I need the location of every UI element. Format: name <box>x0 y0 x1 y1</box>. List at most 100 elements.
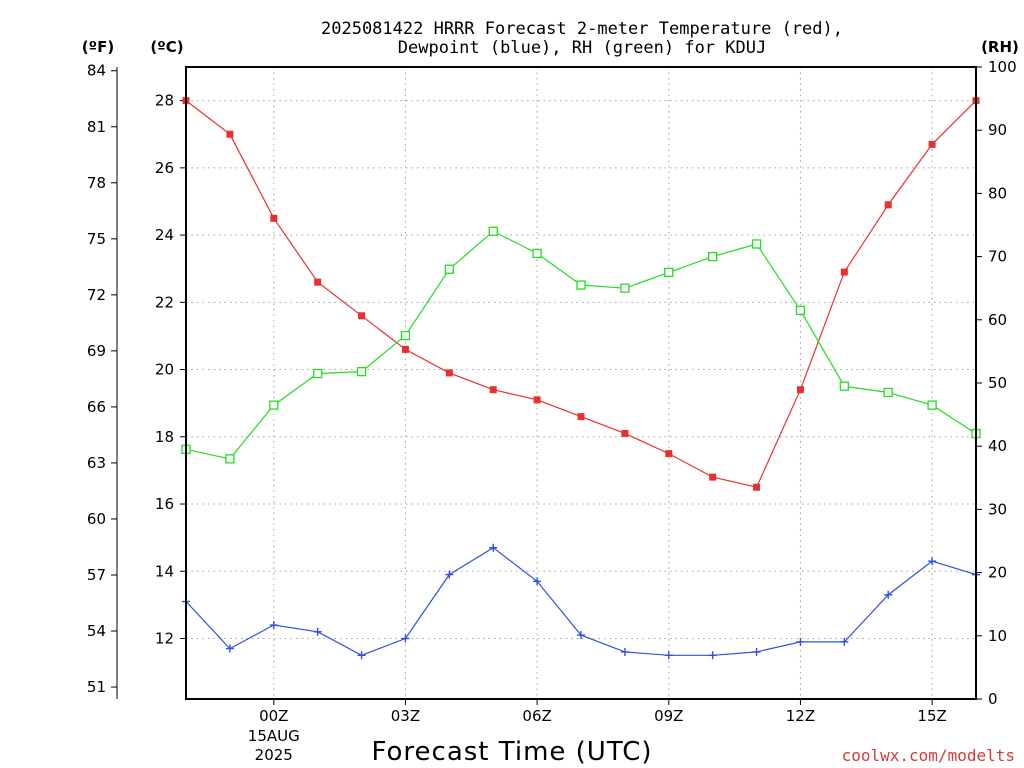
x-tick-label: 00Z <box>259 707 288 725</box>
data-point <box>400 330 411 341</box>
fahrenheit-tick-label: 60 <box>87 510 106 528</box>
celsius-tick-label: 20 <box>155 361 174 379</box>
x-tick-label: 15Z <box>917 707 946 725</box>
fahrenheit-tick-label: 81 <box>87 118 106 136</box>
celsius-tick-label: 28 <box>155 92 174 110</box>
data-point <box>883 387 893 398</box>
fahrenheit-tick-label: 75 <box>87 230 106 248</box>
data-point <box>489 386 497 394</box>
data-point <box>225 454 235 464</box>
celsius-tick-label: 12 <box>155 629 174 647</box>
x-tick-label: 06Z <box>522 707 551 725</box>
data-point <box>884 201 892 209</box>
data-point <box>753 483 761 491</box>
chart-title-line-2: Dewpoint (blue), RH (green) for KDUJ <box>398 38 766 58</box>
grid-lines <box>186 67 976 699</box>
data-point <box>226 130 234 138</box>
data-point <box>708 251 718 262</box>
x-tick-label: 03Z <box>391 707 420 725</box>
data-point <box>577 413 585 421</box>
data-point <box>576 280 586 290</box>
data-point <box>620 647 629 656</box>
data-point <box>314 278 322 286</box>
celsius-tick-label: 24 <box>155 226 174 244</box>
celsius-tick-label: 18 <box>155 428 174 446</box>
fahrenheit-tick-label: 72 <box>87 286 106 304</box>
fahrenheit-tick-label: 51 <box>87 678 106 696</box>
rh-tick-label: 70 <box>988 248 1007 266</box>
data-point <box>313 368 323 379</box>
data-point <box>796 386 804 394</box>
data-point <box>445 369 453 377</box>
fahrenheit-tick-label: 57 <box>87 566 106 584</box>
series-dewpoint <box>182 543 980 660</box>
fahrenheit-tick-label: 66 <box>87 398 106 416</box>
data-point <box>313 627 322 636</box>
x-axis-label: Forecast Time (UTC) <box>371 737 652 767</box>
x-tick-date-label: 2025 <box>255 746 293 764</box>
data-point <box>840 268 848 276</box>
data-point <box>269 621 278 630</box>
rh-tick-label: 30 <box>988 500 1007 518</box>
fahrenheit-unit-label: (ºF) <box>82 38 114 56</box>
x-tick-date-label: 15AUG <box>248 727 300 745</box>
data-point <box>533 396 541 404</box>
data-point <box>401 634 410 643</box>
axes: 51 54 57 60 63 66 69 72 75 78 81 84 12 14 16 18 20 22 24 26… <box>87 58 1017 764</box>
data-point <box>489 543 498 552</box>
celsius-tick-label: 26 <box>155 159 174 177</box>
data-point <box>751 239 762 249</box>
celsius-tick-label: 16 <box>155 495 174 513</box>
rh-tick-label: 50 <box>988 374 1007 392</box>
plot-frame <box>185 66 977 700</box>
data-point <box>664 267 674 278</box>
data-point <box>709 473 717 481</box>
rh-tick-label: 0 <box>988 690 998 708</box>
data-point <box>488 226 498 236</box>
rh-tick-label: 80 <box>988 184 1007 202</box>
rh-tick-label: 10 <box>988 627 1007 645</box>
rh-tick-label: 60 <box>988 311 1007 329</box>
data-point <box>269 400 279 410</box>
fahrenheit-tick-label: 84 <box>87 62 106 80</box>
data-point <box>225 644 234 653</box>
rh-tick-label: 20 <box>988 564 1007 582</box>
x-tick-label: 09Z <box>654 707 683 725</box>
data-point <box>928 140 936 148</box>
rh-tick-label: 40 <box>988 437 1007 455</box>
x-tick-label: 12Z <box>786 707 815 725</box>
data-point <box>796 637 805 646</box>
series-relative-humidity <box>181 226 981 464</box>
data-point <box>357 651 366 660</box>
credit-text: coolwx.com/modelts <box>842 746 1015 765</box>
celsius-unit-label: (ºC) <box>150 38 183 56</box>
celsius-tick-label: 22 <box>155 293 174 311</box>
data-point <box>621 429 629 437</box>
chart-title-line-1: 2025081422 HRRR Forecast 2-meter Tempera… <box>321 19 843 39</box>
data-point <box>665 450 673 458</box>
data-point <box>401 345 409 353</box>
data-series <box>181 97 981 660</box>
data-point <box>444 264 454 274</box>
data-point <box>270 214 278 222</box>
data-point <box>533 577 542 586</box>
fahrenheit-tick-label: 69 <box>87 342 106 360</box>
fahrenheit-tick-label: 78 <box>87 174 106 192</box>
data-point <box>445 570 454 579</box>
data-point <box>620 283 630 293</box>
data-point <box>664 651 673 660</box>
series-line <box>185 100 977 488</box>
fahrenheit-tick-label: 54 <box>87 622 106 640</box>
data-point <box>840 637 849 646</box>
data-point <box>927 400 937 410</box>
series-temperature <box>182 97 980 491</box>
rh-tick-label: 90 <box>988 121 1007 139</box>
series-line <box>185 546 977 656</box>
data-point <box>577 631 585 640</box>
data-point <box>884 590 893 599</box>
data-point <box>358 312 366 320</box>
rh-tick-label: 100 <box>988 58 1017 76</box>
data-point <box>356 366 367 377</box>
celsius-tick-label: 14 <box>155 562 174 580</box>
